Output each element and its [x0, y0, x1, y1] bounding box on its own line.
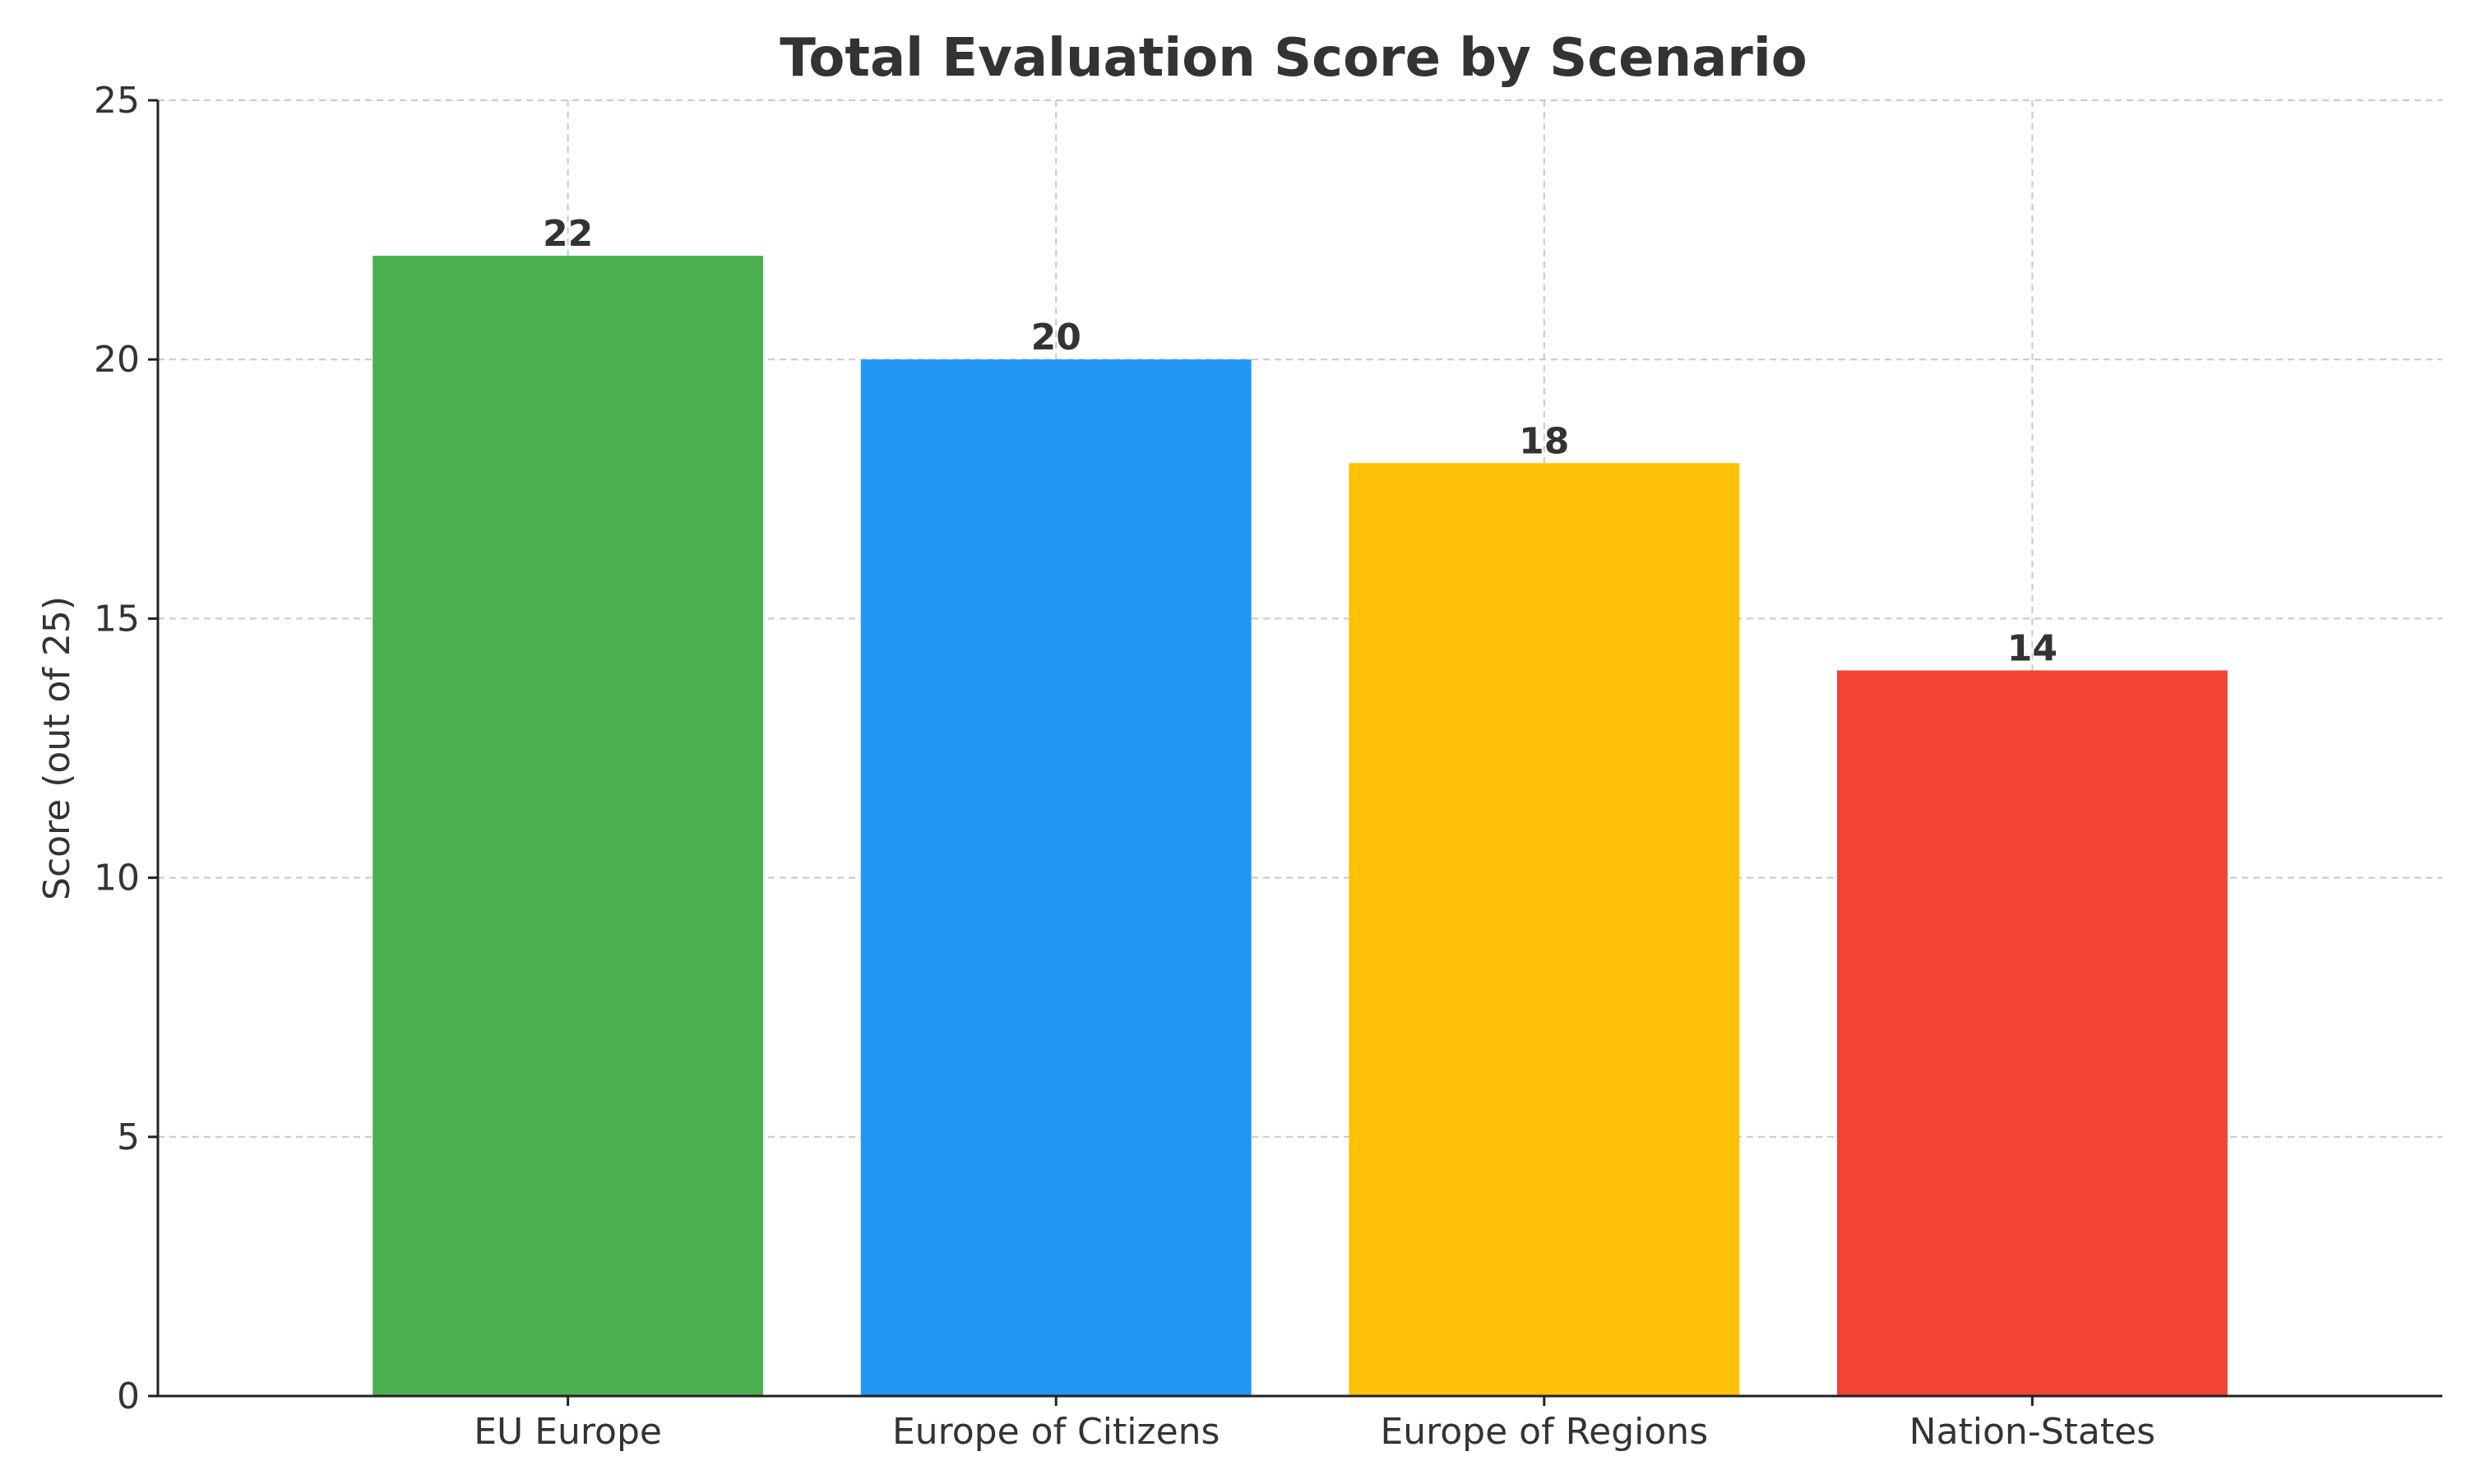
- y-tick-label: 15: [94, 598, 140, 640]
- data-label: 22: [543, 213, 593, 255]
- y-tick-label: 0: [117, 1375, 140, 1417]
- y-tick-label: 20: [94, 339, 140, 381]
- y-tick-label: 10: [94, 858, 140, 899]
- y-axis-label: Score (out of 25): [36, 596, 78, 900]
- data-label: 18: [1519, 420, 1569, 462]
- bar-eu-europe: [373, 256, 764, 1396]
- x-tick-label: Nation-States: [1909, 1411, 2155, 1453]
- y-tick-label: 25: [94, 80, 140, 122]
- x-tick-label: Europe of Citizens: [892, 1411, 1220, 1453]
- bar-layer: [373, 256, 2228, 1397]
- data-label: 20: [1031, 317, 1081, 358]
- chart-title: Total Evaluation Score by Scenario: [780, 28, 1807, 89]
- label-layer: 0 5 10 15 20 25 22 20 18 14 EU Europe Europe of Cit…: [94, 80, 2155, 1453]
- y-tick-label: 5: [117, 1116, 140, 1158]
- data-label: 14: [2007, 627, 2057, 669]
- bar-europe-of-regions: [1349, 463, 1740, 1396]
- bar-europe-of-citizens: [860, 359, 1252, 1397]
- x-tick-label: EU Europe: [474, 1411, 662, 1453]
- x-tick-label: Europe of Regions: [1380, 1411, 1708, 1453]
- axis-layer: [148, 99, 2442, 1406]
- bar-nation-states: [1836, 670, 2228, 1396]
